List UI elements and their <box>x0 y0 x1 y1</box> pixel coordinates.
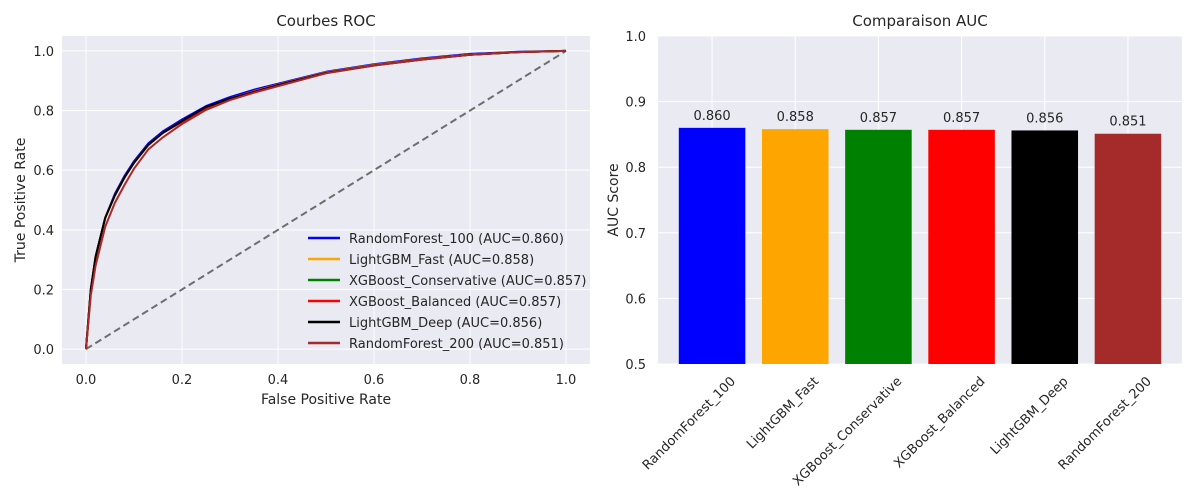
roc-random-diagonal <box>85 50 567 350</box>
bar-value-label: 0.851 <box>1109 115 1146 130</box>
roc-y-tick-label: 0.4 <box>33 224 54 239</box>
roc-y-tick-label: 0.6 <box>33 164 54 179</box>
bar-y-tick-label: 0.9 <box>625 96 646 111</box>
roc-legend: RandomForest_100 (AUC=0.860) LightGBM_Fas… <box>308 232 587 352</box>
roc-x-tick-label: 0.6 <box>364 373 385 388</box>
roc-x-axis-label: False Positive Rate <box>261 392 391 408</box>
roc-x-tick-label: 0.4 <box>268 373 289 388</box>
bar-y-tick-label: 0.5 <box>625 358 646 373</box>
bar-bars <box>678 127 1162 364</box>
legend-label-6: RandomForest_200 (AUC=0.851) <box>349 337 564 352</box>
bar-data-labels: 0.860 0.858 0.857 0.857 0.856 0.851 <box>693 109 1146 130</box>
bar-value-label: 0.860 <box>693 109 730 124</box>
roc-diagonal-group <box>85 50 567 350</box>
roc-x-tick-label: 1.0 <box>556 373 577 388</box>
bar-XGBoost_Balanced <box>928 129 995 364</box>
roc-y-tick-label: 1.0 <box>33 45 54 60</box>
bar-y-tick-label: 0.6 <box>625 292 646 307</box>
roc-x-tick-label: 0.2 <box>172 373 193 388</box>
bar-value-label: 0.858 <box>777 110 814 125</box>
roc-series-line-6 <box>85 49 567 350</box>
roc-grid <box>62 36 590 364</box>
bar-value-label: 0.857 <box>860 111 897 126</box>
bar-y-tick-label: 0.8 <box>625 161 646 176</box>
roc-y-tick-label: 0.0 <box>33 343 54 358</box>
roc-x-ticks: 0.0 0.2 0.4 0.6 0.8 1.0 <box>76 373 577 388</box>
roc-chart: 0.0 0.2 0.4 0.6 0.8 1.0 0.0 0.2 0.4 0.6 0.8 1.0 Co… <box>13 12 590 408</box>
roc-y-tick-label: 0.8 <box>33 105 54 120</box>
bar-RandomForest_100 <box>678 127 746 364</box>
bar-LightGBM_Deep <box>1011 130 1079 364</box>
bar-LightGBM_Fast <box>761 129 829 364</box>
roc-series-lines <box>85 49 567 350</box>
bar-y-axis-label: AUC Score <box>606 163 622 236</box>
bar-value-label: 0.856 <box>1026 111 1063 126</box>
roc-y-tick-label: 0.2 <box>33 283 54 298</box>
bar-RandomForest_200 <box>1094 133 1162 364</box>
bar-y-tick-label: 1.0 <box>625 30 646 45</box>
bar-y-ticks: 0.5 0.6 0.7 0.8 0.9 1.0 <box>625 30 646 373</box>
bar-title: Comparaison AUC <box>852 12 987 30</box>
roc-x-tick-label: 0.8 <box>460 373 481 388</box>
roc-x-tick-label: 0.0 <box>76 373 97 388</box>
legend-label-2: LightGBM_Fast (AUC=0.858) <box>349 253 534 268</box>
roc-y-axis-label: True Positive Rate <box>13 138 29 264</box>
legend-label-4: XGBoost_Balanced (AUC=0.857) <box>349 295 561 310</box>
legend-label-5: LightGBM_Deep (AUC=0.856) <box>349 316 542 331</box>
roc-y-ticks: 0.0 0.2 0.4 0.6 0.8 1.0 <box>33 45 54 358</box>
bar-y-tick-label: 0.7 <box>625 227 646 242</box>
bar-value-label: 0.857 <box>943 111 980 126</box>
bar-XGBoost_Conservative <box>845 129 912 364</box>
roc-title: Courbes ROC <box>276 12 375 30</box>
legend-label-3: XGBoost_Conservative (AUC=0.857) <box>349 274 587 289</box>
legend-label-1: RandomForest_100 (AUC=0.860) <box>349 232 564 247</box>
